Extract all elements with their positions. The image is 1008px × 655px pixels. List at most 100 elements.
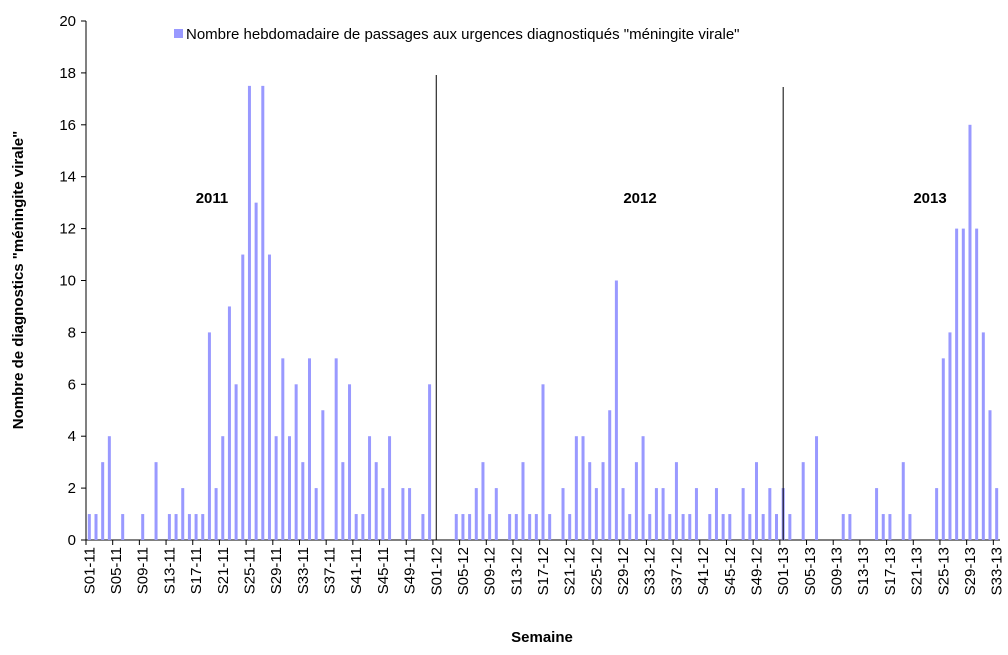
bar	[955, 228, 959, 540]
bar	[468, 514, 472, 540]
bar	[528, 514, 532, 540]
x-tick-label: S33-12	[642, 547, 659, 595]
y-tick-label: 2	[68, 480, 76, 497]
bar	[768, 488, 772, 540]
bar	[121, 514, 125, 540]
bar	[334, 358, 338, 540]
bar	[761, 514, 765, 540]
legend-label: Nombre hebdomadaire de passages aux urge…	[186, 26, 739, 43]
bar	[848, 514, 852, 540]
bar	[401, 488, 405, 540]
bar	[361, 514, 365, 540]
x-tick-label: S37-11	[322, 547, 339, 594]
bar	[421, 514, 425, 540]
x-tick-label: S41-11	[348, 547, 365, 594]
bar	[214, 488, 218, 540]
bar	[714, 488, 718, 540]
bar	[314, 488, 318, 540]
bar	[621, 488, 625, 540]
bar	[454, 514, 458, 540]
bar	[568, 514, 572, 540]
x-tick-label: S33-11	[295, 547, 312, 594]
bar	[107, 436, 111, 540]
x-tick-label: S01-13	[775, 547, 792, 595]
bar	[995, 488, 999, 540]
y-axis-title: Nombre de diagnostics "méningite virale"	[10, 131, 27, 429]
bar	[508, 514, 512, 540]
year-label: 2012	[623, 190, 656, 207]
x-tick-label: S25-12	[588, 547, 605, 595]
bar	[321, 410, 325, 540]
bar	[261, 85, 265, 540]
bar	[674, 462, 678, 540]
bar	[521, 462, 525, 540]
x-tick-label: S21-13	[909, 547, 926, 595]
bar	[815, 436, 819, 540]
x-tick-label: S45-11	[375, 547, 392, 594]
bar	[561, 488, 565, 540]
y-tick-label: 14	[59, 169, 76, 186]
x-tick-label: S01-12	[428, 547, 445, 595]
x-tick-label: S29-12	[615, 547, 632, 595]
bar	[388, 436, 392, 540]
bar	[581, 436, 585, 540]
bar	[227, 306, 231, 540]
x-tick-label: S09-12	[482, 547, 499, 595]
x-tick-label: S49-12	[748, 547, 765, 595]
bar	[374, 462, 378, 540]
x-tick-label: S05-11	[108, 547, 125, 594]
bar	[648, 514, 652, 540]
bar	[681, 514, 685, 540]
bar	[187, 514, 191, 540]
bar	[348, 384, 352, 540]
bar	[935, 488, 939, 540]
bar	[875, 488, 879, 540]
bar	[748, 514, 752, 540]
x-tick-label: S33-13	[989, 547, 1006, 595]
bar	[988, 410, 992, 540]
bar	[301, 462, 305, 540]
y-tick-label: 4	[68, 428, 76, 445]
bar	[474, 488, 478, 540]
bar	[368, 436, 372, 540]
bar	[588, 462, 592, 540]
bar	[174, 514, 178, 540]
x-tick-label: S05-12	[455, 547, 472, 595]
x-axis-title: Semaine	[511, 629, 573, 646]
bar	[628, 514, 632, 540]
bar	[381, 488, 385, 540]
x-tick-label: S09-13	[829, 547, 846, 595]
year-label: 2011	[196, 190, 229, 207]
bar	[688, 514, 692, 540]
bar	[888, 514, 892, 540]
bar	[234, 384, 238, 540]
bar	[948, 332, 952, 540]
bar	[788, 514, 792, 540]
bar	[254, 202, 258, 540]
bar	[594, 488, 598, 540]
x-tick-label: S17-13	[882, 547, 899, 595]
bar	[601, 462, 605, 540]
x-tick-label: S49-11	[402, 547, 419, 594]
bar	[481, 462, 485, 540]
bar	[341, 462, 345, 540]
x-tick-label: S01-11	[81, 547, 98, 594]
bar	[754, 462, 758, 540]
bar	[247, 85, 251, 540]
x-tick-label: S45-12	[722, 547, 739, 595]
x-tick-label: S13-13	[855, 547, 872, 595]
y-tick-label: 20	[59, 13, 76, 30]
bar	[541, 384, 545, 540]
bar	[461, 514, 465, 540]
year-label: 2013	[913, 190, 946, 207]
bar	[668, 514, 672, 540]
bar	[721, 514, 725, 540]
x-tick-label: S13-11	[161, 547, 178, 594]
bar	[87, 514, 91, 540]
x-tick-label: S29-13	[962, 547, 979, 595]
bar	[661, 488, 665, 540]
bar	[408, 488, 412, 540]
x-tick-label: S17-11	[188, 547, 205, 594]
bar	[574, 436, 578, 540]
